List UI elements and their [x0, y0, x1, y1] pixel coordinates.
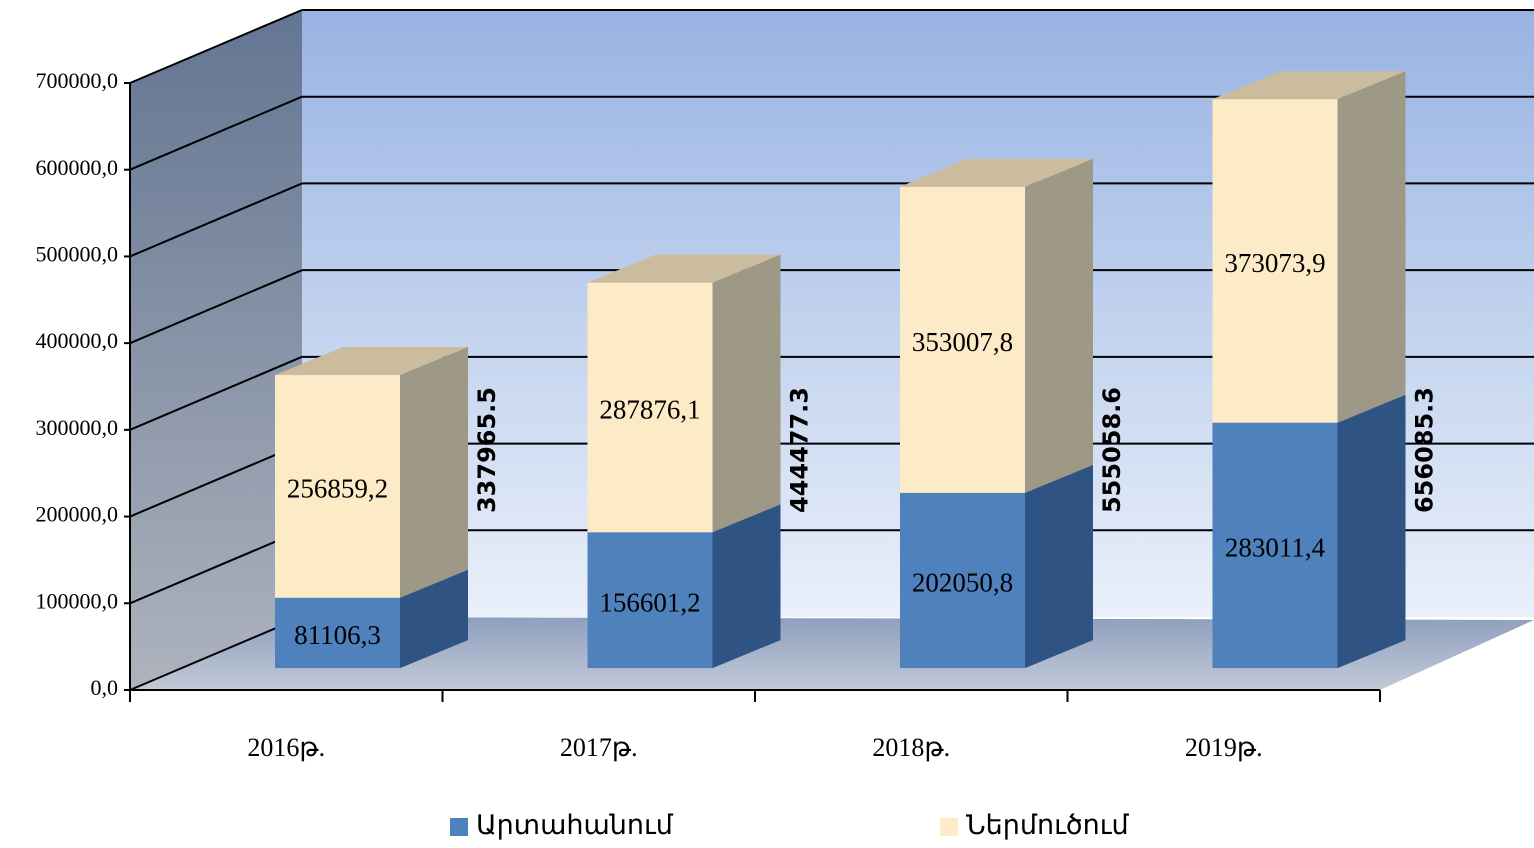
total-label: 656085.3 — [1411, 387, 1439, 513]
y-tick-label: 100000,0 — [36, 588, 119, 613]
bar-segment — [275, 597, 400, 669]
y-tick-label: 400000,0 — [36, 328, 119, 353]
bar-side — [1337, 71, 1406, 423]
grid-line — [129, 269, 303, 345]
left-wall — [130, 10, 302, 690]
bar-top — [587, 254, 781, 283]
data-label: 283011,4 — [1225, 533, 1326, 563]
y-tick-label: 700000,0 — [36, 68, 119, 93]
data-label: 287876,1 — [599, 395, 700, 425]
grid-line — [129, 9, 303, 84]
grid-line — [129, 616, 303, 691]
y-tick-label: 500000,0 — [36, 241, 119, 266]
bar-segment — [1212, 422, 1338, 669]
data-label: 353007,8 — [912, 327, 1013, 357]
floor — [130, 617, 1534, 690]
data-label: 256859,2 — [287, 474, 388, 504]
bar-segment — [900, 492, 1025, 669]
x-tick-label: 2018թ. — [872, 733, 950, 762]
total-label: 337965.5 — [473, 387, 501, 513]
bar-segment — [587, 532, 713, 669]
bar-top — [900, 158, 1093, 187]
bar-side — [400, 569, 468, 669]
bar-top — [275, 347, 468, 376]
bar-side — [712, 504, 781, 669]
bar-segment — [1212, 99, 1338, 423]
data-label: 156601,2 — [599, 587, 700, 617]
grid-line — [129, 95, 303, 171]
x-tick-label: 2017թ. — [560, 733, 638, 762]
legend-label: Արտահանում — [476, 810, 674, 840]
y-tick-label: 0,0 — [91, 675, 119, 700]
bar-side — [400, 347, 468, 598]
total-label: 444477.3 — [786, 387, 814, 513]
bar-side — [1337, 394, 1406, 669]
bar-side — [1025, 464, 1093, 669]
bar-side — [712, 254, 781, 533]
grid-line — [129, 529, 303, 605]
legend-label: Ներմուծում — [966, 810, 1130, 840]
bar-segment — [275, 375, 400, 598]
total-label: 555058.6 — [1098, 387, 1126, 513]
x-tick-label: 2019թ. — [1185, 733, 1263, 762]
bar-segment — [900, 186, 1025, 493]
data-label: 373073,9 — [1224, 248, 1325, 278]
x-tick-label: 2016թ. — [247, 733, 325, 762]
grid-line — [129, 355, 303, 431]
y-tick-label: 600000,0 — [36, 155, 119, 180]
legend-swatch — [450, 818, 468, 836]
grid-line — [129, 182, 303, 258]
bar-side — [1025, 158, 1093, 493]
bar-segment — [587, 282, 713, 533]
bar-top — [1212, 71, 1406, 100]
data-label: 81106,3 — [294, 620, 381, 650]
legend-swatch — [940, 818, 958, 836]
y-tick-label: 200000,0 — [36, 502, 119, 527]
grid-line — [129, 442, 303, 518]
data-label: 202050,8 — [912, 568, 1013, 598]
y-tick-label: 300000,0 — [36, 415, 119, 440]
